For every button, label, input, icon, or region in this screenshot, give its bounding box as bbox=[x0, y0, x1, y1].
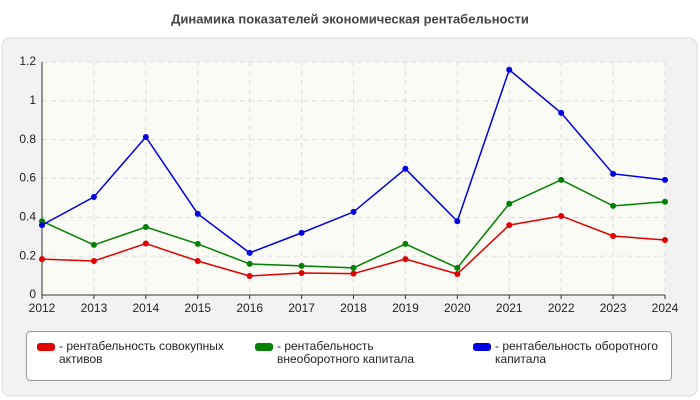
point bbox=[506, 222, 513, 229]
point bbox=[90, 241, 97, 248]
point bbox=[402, 240, 409, 247]
point bbox=[142, 133, 149, 140]
point bbox=[298, 229, 305, 236]
y-tick-label: 0.6 bbox=[19, 171, 36, 185]
point bbox=[662, 198, 668, 205]
x-tick-label: 2020 bbox=[444, 301, 471, 315]
point bbox=[558, 176, 565, 183]
legend-item: - рентабельность внеоборотного капитала bbox=[245, 332, 463, 380]
y-tick-label: 0.4 bbox=[19, 210, 36, 224]
y-tick-label: 0.8 bbox=[19, 132, 36, 146]
legend-swatch bbox=[37, 343, 55, 351]
point bbox=[350, 264, 357, 271]
legend-item: - рентабельность оборотного капитала bbox=[463, 332, 681, 380]
legend-label: - рентабельность внеоборотного капитала bbox=[277, 339, 414, 366]
point bbox=[610, 232, 617, 239]
point bbox=[402, 256, 409, 263]
point bbox=[402, 165, 409, 172]
point bbox=[558, 212, 565, 219]
x-tick-label: 2024 bbox=[652, 301, 679, 315]
point bbox=[454, 271, 461, 278]
legend-label: - рентабельность оборотного капитала bbox=[495, 339, 658, 366]
legend-item: - рентабельность совокупных активов bbox=[27, 332, 245, 380]
x-tick-label: 2023 bbox=[600, 301, 627, 315]
x-tick-label: 2021 bbox=[496, 301, 523, 315]
point bbox=[454, 264, 461, 271]
point bbox=[506, 66, 513, 73]
y-tick-label: 0.2 bbox=[19, 248, 36, 262]
point bbox=[90, 193, 97, 200]
x-tick-label: 2013 bbox=[81, 301, 108, 315]
x-tick-label: 2019 bbox=[392, 301, 419, 315]
legend: - рентабельность совокупных активов - рен… bbox=[26, 331, 672, 381]
legend-label: - рентабельность совокупных активов bbox=[59, 339, 224, 366]
point bbox=[506, 200, 513, 207]
point bbox=[298, 270, 305, 277]
point bbox=[194, 210, 201, 217]
x-tick-label: 2022 bbox=[548, 301, 575, 315]
point bbox=[454, 218, 461, 225]
y-tick-label: 1.2 bbox=[19, 54, 36, 68]
point bbox=[39, 256, 45, 263]
y-tick-label: 0 bbox=[29, 287, 36, 301]
point bbox=[610, 202, 617, 209]
x-tick-label: 2016 bbox=[236, 301, 263, 315]
point bbox=[610, 170, 617, 177]
point bbox=[350, 270, 357, 277]
point bbox=[142, 240, 149, 247]
legend-swatch bbox=[473, 343, 491, 351]
y-tick-label: 1 bbox=[29, 93, 36, 107]
point bbox=[39, 222, 45, 229]
point bbox=[558, 109, 565, 116]
x-tick-label: 2014 bbox=[132, 301, 159, 315]
x-tick-label: 2012 bbox=[29, 301, 56, 315]
plot: 0 0.2 0.4 0.6 0.8 1 1.2 2012 2013 2014 2015 2016 201… bbox=[19, 54, 678, 315]
x-tick-label: 2015 bbox=[184, 301, 211, 315]
point bbox=[194, 258, 201, 265]
chart-title: Динамика показателей экономическая рента… bbox=[171, 11, 529, 26]
point bbox=[246, 272, 253, 279]
point bbox=[142, 224, 149, 231]
point bbox=[90, 258, 97, 265]
point bbox=[298, 262, 305, 269]
x-tick-label: 2018 bbox=[340, 301, 367, 315]
point bbox=[662, 237, 668, 244]
point bbox=[246, 260, 253, 267]
point bbox=[194, 240, 201, 247]
point bbox=[350, 208, 357, 215]
point bbox=[246, 249, 253, 256]
x-tick-label: 2017 bbox=[288, 301, 315, 315]
point bbox=[662, 176, 668, 183]
legend-swatch bbox=[255, 343, 273, 351]
